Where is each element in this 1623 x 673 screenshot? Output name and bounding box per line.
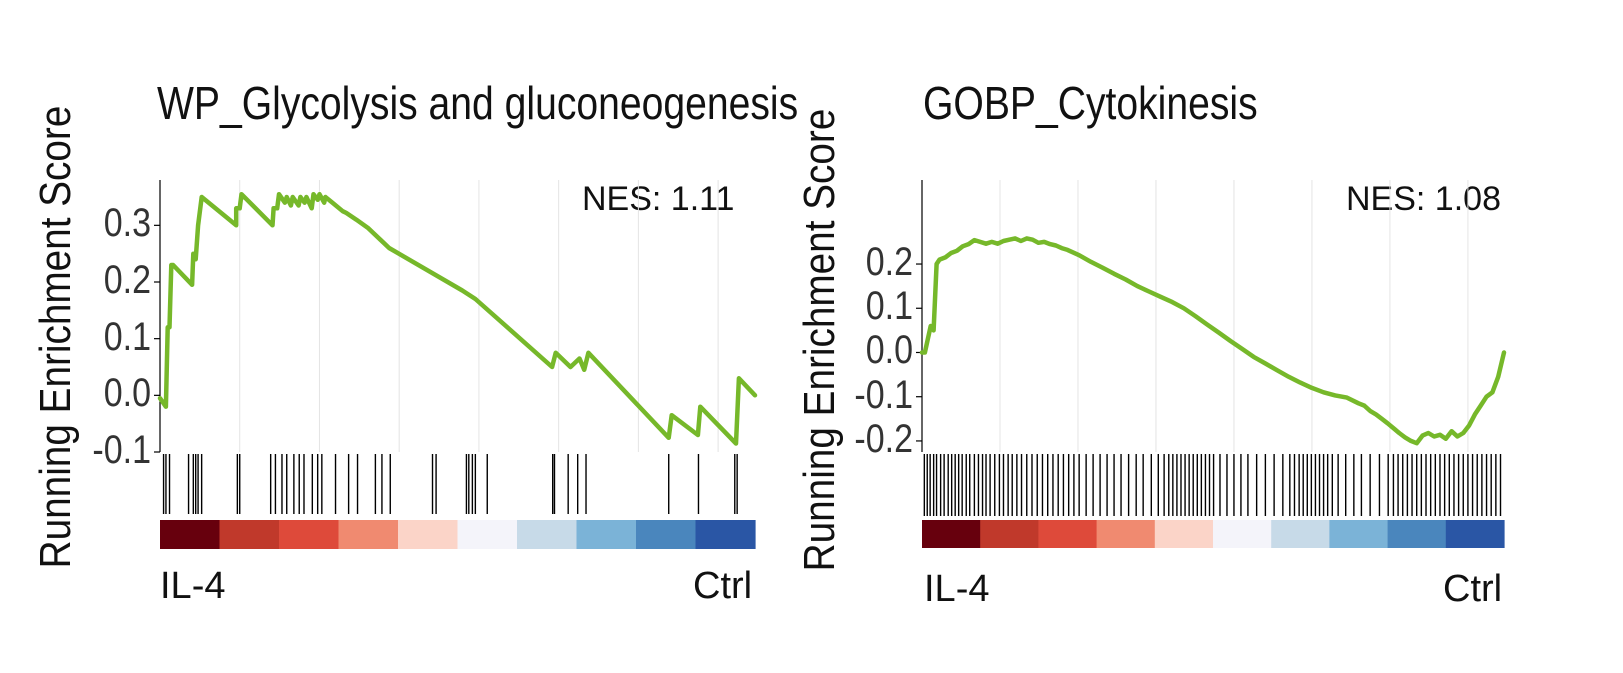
y-tick-label: 0.0: [103, 371, 151, 416]
enrichment-plot: [916, 180, 1507, 548]
left-phenotype-label: IL-4: [160, 565, 226, 607]
rank-gradient-segment: [1096, 520, 1156, 548]
chart-title: WP_Glycolysis and gluconeogenesis: [157, 77, 799, 129]
right-phenotype-label: Ctrl: [1443, 568, 1503, 610]
nes-annotation: NES: 1.11: [582, 180, 735, 218]
rank-gradient-segment: [1038, 520, 1098, 548]
rank-gradient-segment: [1271, 520, 1330, 548]
rank-gradient-segment: [695, 520, 756, 549]
y-tick-label: 0.1: [865, 284, 913, 329]
y-tick-label: 0.2: [865, 240, 913, 285]
rank-gradient-segment: [636, 520, 697, 549]
rank-gradient-segment: [457, 520, 518, 549]
gsea-panel-cytokinesis: GOBP_Cytokinesis Running Enrichment Scor…: [795, 0, 1623, 673]
rank-gradient-segment: [1445, 520, 1505, 548]
y-tick-label: 0.0: [865, 328, 913, 373]
rank-gradient-segment: [160, 520, 221, 549]
rank-gradient-segment: [922, 520, 981, 548]
chart-title: GOBP_Cytokinesis: [923, 77, 1258, 129]
rank-gradient-segment: [279, 520, 340, 549]
rank-gradient-segment: [1329, 520, 1389, 548]
rank-gradient-segment: [517, 520, 578, 549]
gsea-panel-glycolysis: WP_Glycolysis and gluconeogenesis Runnin…: [0, 0, 800, 673]
rank-gradient-segment: [338, 520, 399, 549]
enrichment-curve: [919, 236, 1507, 446]
y-tick-label: -0.1: [854, 372, 913, 417]
rank-gradient-segment: [576, 520, 637, 549]
rank-gradient-segment: [1213, 520, 1272, 548]
rank-gradient-segment: [1387, 520, 1447, 548]
rank-gradient-segment: [1154, 520, 1214, 548]
y-tick-label: -0.2: [854, 416, 913, 461]
enrichment-curve: [157, 191, 758, 446]
y-tick-label: 0.2: [103, 258, 151, 302]
y-tick-label: 0.1: [103, 314, 151, 359]
y-tick-label: -0.1: [92, 428, 151, 472]
left-phenotype-label: IL-4: [924, 568, 990, 610]
enrichment-plot: [154, 180, 758, 549]
y-tick-label: 0.3: [103, 201, 151, 246]
rank-gradient-segment: [980, 520, 1039, 548]
right-phenotype-label: Ctrl: [693, 565, 753, 607]
nes-annotation: NES: 1.08: [1346, 180, 1501, 218]
rank-gradient-segment: [219, 520, 280, 549]
rank-gradient-segment: [398, 520, 459, 549]
